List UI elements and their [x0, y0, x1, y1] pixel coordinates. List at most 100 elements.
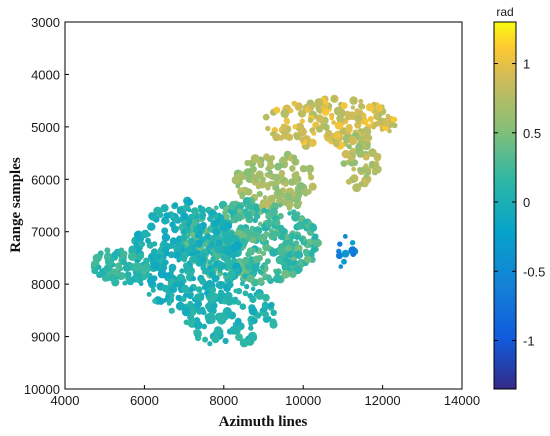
- data-point: [245, 188, 253, 196]
- data-point: [209, 286, 217, 294]
- data-point: [236, 208, 242, 214]
- data-point: [289, 270, 297, 279]
- data-point: [341, 249, 350, 258]
- data-point: [355, 143, 363, 152]
- data-point: [292, 124, 298, 130]
- data-point: [387, 128, 392, 134]
- data-point: [262, 113, 270, 121]
- data-point: [289, 260, 296, 267]
- data-point: [289, 165, 296, 172]
- data-point: [288, 178, 296, 186]
- data-point: [220, 225, 226, 232]
- data-point: [295, 221, 305, 230]
- data-point: [277, 203, 283, 208]
- data-point: [249, 225, 255, 231]
- data-point: [208, 271, 215, 278]
- data-point: [362, 153, 370, 161]
- data-point: [262, 199, 272, 209]
- data-point: [349, 240, 356, 246]
- data-point: [188, 286, 194, 293]
- data-point: [218, 219, 227, 228]
- data-point: [165, 290, 171, 296]
- data-point: [212, 261, 219, 267]
- data-point: [176, 258, 181, 263]
- data-point: [275, 188, 283, 197]
- data-point: [349, 96, 358, 105]
- data-point: [267, 169, 273, 175]
- data-point: [248, 325, 254, 331]
- data-point: [278, 198, 284, 204]
- data-point: [231, 175, 241, 185]
- data-point: [269, 248, 278, 257]
- data-point: [115, 262, 122, 270]
- data-point: [279, 156, 287, 164]
- data-point: [363, 163, 369, 168]
- data-point: [340, 160, 347, 167]
- data-point: [284, 118, 291, 125]
- data-point: [301, 188, 309, 196]
- data-point: [138, 236, 145, 242]
- data-point: [299, 165, 308, 173]
- data-point: [329, 115, 335, 121]
- data-point: [243, 210, 253, 219]
- data-point: [157, 269, 167, 279]
- x-axis-label: Azimuth lines: [219, 414, 308, 430]
- data-point: [257, 221, 263, 227]
- data-point: [143, 265, 151, 273]
- data-point: [337, 241, 343, 247]
- data-point: [191, 276, 196, 282]
- data-point: [271, 181, 277, 187]
- data-point: [215, 239, 223, 248]
- data-point: [179, 268, 185, 274]
- data-point: [211, 292, 219, 300]
- data-point: [185, 222, 191, 227]
- data-point: [234, 317, 242, 325]
- data-point: [294, 235, 300, 240]
- y-tick-label: 5000: [31, 120, 60, 135]
- data-point: [298, 109, 307, 118]
- data-point: [315, 125, 324, 133]
- data-point: [201, 323, 208, 330]
- data-point: [140, 229, 150, 239]
- data-point: [269, 318, 277, 326]
- y-axis-label: Range samples: [8, 157, 24, 253]
- data-point: [134, 276, 140, 282]
- data-point: [229, 325, 239, 335]
- data-point: [180, 234, 188, 242]
- data-point: [246, 274, 255, 283]
- data-point: [172, 216, 179, 223]
- data-point: [212, 214, 219, 220]
- data-point: [277, 224, 285, 232]
- data-point: [260, 264, 265, 270]
- data-point: [305, 164, 315, 174]
- data-point: [135, 252, 144, 261]
- data-point: [299, 136, 305, 142]
- data-point: [265, 125, 271, 132]
- data-point: [337, 108, 346, 118]
- data-point: [308, 182, 317, 191]
- x-tick-label: 14000: [444, 393, 480, 408]
- data-point: [226, 281, 234, 289]
- data-point: [150, 287, 156, 293]
- data-point: [294, 244, 303, 253]
- scatter-points: [90, 94, 398, 348]
- data-point: [239, 194, 245, 200]
- data-point: [310, 127, 316, 133]
- data-point: [260, 236, 267, 243]
- data-point: [165, 219, 170, 224]
- data-point: [345, 178, 352, 185]
- data-point: [193, 214, 200, 220]
- data-point: [224, 259, 234, 269]
- data-point: [296, 182, 306, 191]
- data-point: [242, 256, 250, 264]
- data-point: [158, 207, 164, 213]
- data-point: [161, 233, 171, 242]
- data-point: [187, 300, 193, 307]
- data-point: [199, 277, 207, 285]
- data-point: [261, 302, 270, 311]
- data-point: [363, 173, 369, 179]
- data-point: [227, 270, 237, 280]
- data-point: [235, 287, 243, 295]
- data-point: [216, 281, 225, 290]
